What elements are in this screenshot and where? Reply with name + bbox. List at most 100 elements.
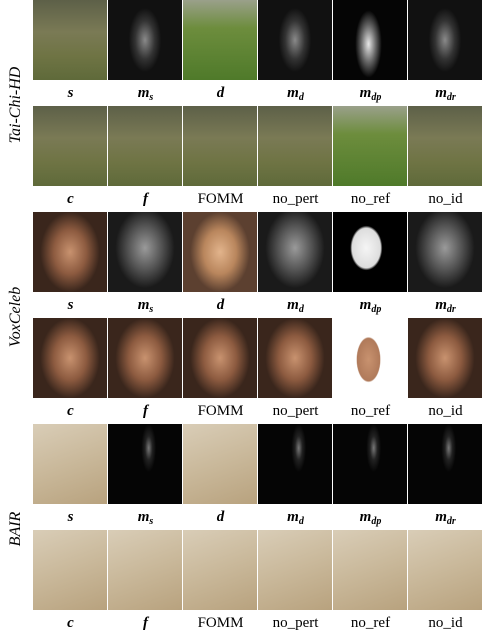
- image: [33, 106, 107, 186]
- label-subscript: d: [299, 304, 304, 315]
- column-label: no_pert: [258, 610, 333, 636]
- column-label: mdr: [408, 504, 483, 530]
- image: [183, 0, 257, 80]
- column-label: no_ref: [333, 398, 408, 424]
- label-text: no_id: [428, 615, 462, 631]
- column-label: ms: [108, 504, 183, 530]
- column-label: s: [33, 292, 108, 318]
- image: [183, 424, 257, 504]
- image: [33, 530, 107, 610]
- image: [108, 0, 182, 80]
- column-label: ms: [108, 292, 183, 318]
- image: [258, 106, 332, 186]
- label-text: no_id: [428, 403, 462, 419]
- label-text: s: [68, 85, 74, 101]
- section-label: VoxCeleb: [7, 217, 25, 417]
- column-label: f: [108, 610, 183, 636]
- label-text: s: [68, 509, 74, 525]
- image: [333, 318, 407, 398]
- column-label: md: [258, 504, 333, 530]
- label-text: no_ref: [351, 191, 390, 207]
- image: [183, 318, 257, 398]
- label-text: d: [217, 297, 225, 313]
- label-text: m: [360, 509, 372, 525]
- label-subscript: dr: [447, 516, 456, 527]
- column-label: FOMM: [183, 398, 258, 424]
- image: [183, 530, 257, 610]
- column-label: f: [108, 398, 183, 424]
- label-text: m: [138, 85, 150, 101]
- image: [183, 106, 257, 186]
- image: [333, 106, 407, 186]
- figure: Tai-Chi-HDsmsdmdmdpmdrcfFOMMno_pertno_re…: [0, 0, 484, 638]
- image: [33, 424, 107, 504]
- column-label: d: [183, 80, 258, 106]
- label-subscript: dp: [371, 92, 381, 103]
- label-text: m: [138, 297, 150, 313]
- label-subscript: s: [149, 304, 153, 315]
- label-text: m: [287, 297, 299, 313]
- label-text: c: [67, 191, 74, 207]
- column-label: no_pert: [258, 186, 333, 212]
- label-text: no_pert: [273, 403, 319, 419]
- column-label: mdp: [333, 80, 408, 106]
- image: [333, 424, 407, 504]
- column-label: FOMM: [183, 186, 258, 212]
- column-label: mdp: [333, 504, 408, 530]
- label-text: d: [217, 509, 225, 525]
- label-subscript: dp: [371, 304, 381, 315]
- label-subscript: dp: [371, 516, 381, 527]
- section-label: Tai-Chi-HD: [7, 5, 25, 205]
- image: [408, 0, 482, 80]
- image: [408, 106, 482, 186]
- section-label: BAIR: [7, 429, 25, 629]
- image: [33, 212, 107, 292]
- label-text: m: [360, 297, 372, 313]
- label-text: no_pert: [273, 191, 319, 207]
- image: [108, 318, 182, 398]
- label-text: no_ref: [351, 403, 390, 419]
- image: [258, 530, 332, 610]
- image: [258, 424, 332, 504]
- label-subscript: s: [149, 516, 153, 527]
- column-label: mdr: [408, 292, 483, 318]
- image: [333, 530, 407, 610]
- label-text: m: [360, 85, 372, 101]
- label-text: m: [287, 509, 299, 525]
- column-label: f: [108, 186, 183, 212]
- label-text: m: [435, 509, 447, 525]
- label-text: m: [435, 85, 447, 101]
- column-label: c: [33, 186, 108, 212]
- label-text: s: [68, 297, 74, 313]
- image: [258, 0, 332, 80]
- image: [33, 318, 107, 398]
- label-subscript: s: [149, 92, 153, 103]
- image: [33, 0, 107, 80]
- column-label: no_id: [408, 186, 483, 212]
- label-subscript: dr: [447, 92, 456, 103]
- column-label: no_id: [408, 610, 483, 636]
- label-text: m: [138, 509, 150, 525]
- column-label: c: [33, 610, 108, 636]
- column-label: no_ref: [333, 186, 408, 212]
- column-label: mdr: [408, 80, 483, 106]
- column-label: md: [258, 80, 333, 106]
- image: [333, 0, 407, 80]
- label-text: no_ref: [351, 615, 390, 631]
- label-text: FOMM: [198, 191, 244, 207]
- image: [108, 106, 182, 186]
- label-text: m: [287, 85, 299, 101]
- label-text: m: [435, 297, 447, 313]
- column-label: d: [183, 292, 258, 318]
- column-label: c: [33, 398, 108, 424]
- label-text: c: [67, 403, 74, 419]
- column-label: no_pert: [258, 398, 333, 424]
- label-subscript: d: [299, 92, 304, 103]
- image: [408, 212, 482, 292]
- label-text: d: [217, 85, 225, 101]
- image: [108, 212, 182, 292]
- image: [333, 212, 407, 292]
- label-text: c: [67, 615, 74, 631]
- label-text: FOMM: [198, 403, 244, 419]
- image: [408, 424, 482, 504]
